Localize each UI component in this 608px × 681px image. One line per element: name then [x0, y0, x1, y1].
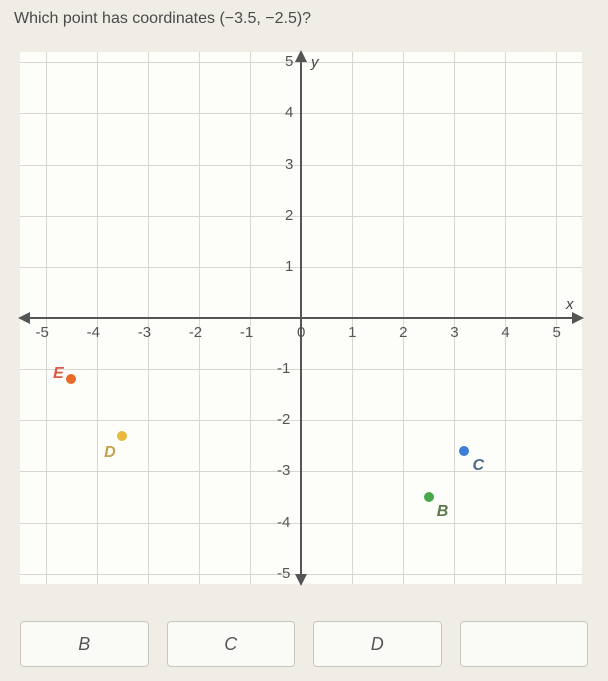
chart-container: -5 -4 -3 -2 -1 0 1 2 3 4 5 -5 -4 -3 -2 -1 1 2 3 4 5 y x E D C B: [20, 52, 582, 584]
x-tick-label: -5: [36, 324, 49, 341]
y-tick-label: 5: [285, 53, 293, 70]
y-axis-arrow-down-icon: [295, 574, 307, 586]
x-tick-label: -4: [87, 324, 100, 341]
x-axis-label: x: [566, 296, 574, 313]
x-tick-label: -2: [189, 324, 202, 341]
y-axis-arrow-up-icon: [295, 50, 307, 62]
plot-point-c: [459, 446, 469, 456]
y-axis: [300, 52, 302, 584]
y-tick-label: -2: [277, 411, 290, 428]
x-tick-label: -3: [138, 324, 151, 341]
question-text: Which point has coordinates (−3.5, −2.5)…: [14, 10, 311, 28]
y-tick-label: 3: [285, 156, 293, 173]
y-tick-label: -3: [277, 462, 290, 479]
y-tick-label: -5: [277, 565, 290, 582]
x-axis-arrow-left-icon: [18, 312, 30, 324]
y-tick-label: 2: [285, 207, 293, 224]
x-tick-label: 2: [399, 324, 407, 341]
x-axis-arrow-right-icon: [572, 312, 584, 324]
x-tick-label: 0: [297, 324, 305, 341]
plot-point-e: [66, 374, 76, 384]
answer-button-blank[interactable]: [460, 621, 589, 667]
coordinate-grid: -5 -4 -3 -2 -1 0 1 2 3 4 5 -5 -4 -3 -2 -1 1 2 3 4 5 y x E D C B: [20, 52, 582, 584]
x-tick-label: -1: [240, 324, 253, 341]
y-tick-label: 4: [285, 104, 293, 121]
y-tick-label: -1: [277, 360, 290, 377]
x-tick-label: 3: [450, 324, 458, 341]
y-tick-label: 1: [285, 258, 293, 275]
y-axis-label: y: [311, 54, 319, 71]
plot-point-label-e: E: [53, 365, 64, 383]
x-tick-label: 5: [552, 324, 560, 341]
answer-button-d[interactable]: D: [313, 621, 442, 667]
plot-point-label-c: C: [472, 457, 484, 475]
plot-point-label-b: B: [437, 503, 449, 521]
x-tick-label: 4: [501, 324, 509, 341]
plot-point-d: [117, 431, 127, 441]
answer-row: B C D: [20, 621, 588, 667]
answer-button-b[interactable]: B: [20, 621, 149, 667]
plot-point-label-d: D: [104, 444, 116, 462]
answer-button-c[interactable]: C: [167, 621, 296, 667]
y-tick-label: -4: [277, 514, 290, 531]
plot-point-b: [424, 492, 434, 502]
x-tick-label: 1: [348, 324, 356, 341]
